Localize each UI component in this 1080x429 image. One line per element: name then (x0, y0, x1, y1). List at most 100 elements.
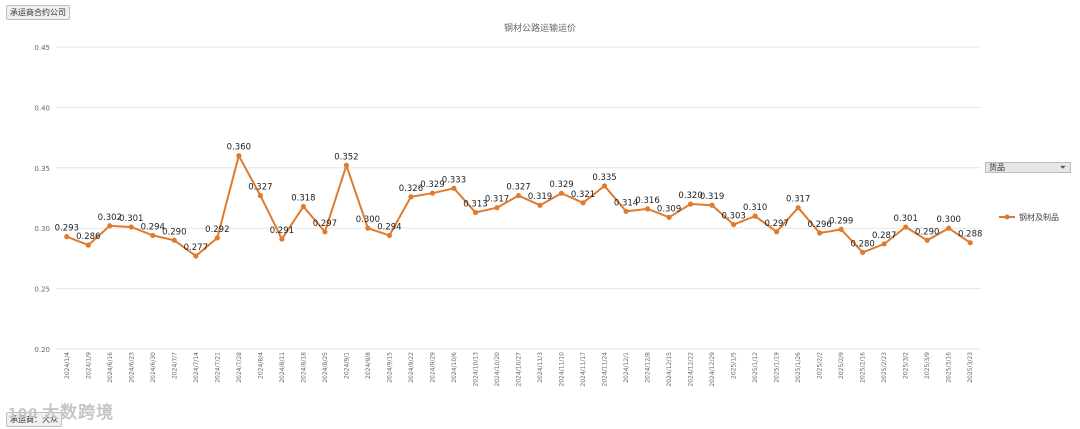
x-tick-label: 2025/3/9 (924, 352, 931, 379)
data-point (408, 194, 414, 200)
data-point (365, 225, 371, 231)
data-label: 0.319 (528, 192, 552, 202)
data-point (731, 221, 737, 228)
data-label: 0.317 (786, 195, 810, 205)
data-point (300, 203, 306, 210)
x-tick-label: 2024/7/28 (236, 352, 243, 383)
data-point (515, 192, 522, 199)
legend-marker (1004, 214, 1010, 220)
data-point (580, 200, 586, 206)
data-label: 0.300 (937, 215, 961, 225)
carrier-selection-button[interactable]: 承运商：大众 (6, 412, 62, 427)
data-point (429, 190, 436, 196)
x-tick-label: 2025/1/5 (731, 352, 738, 379)
gridlines (56, 46, 981, 350)
data-label: 0.329 (549, 180, 573, 190)
x-tick-label: 2024/1/4 (64, 352, 71, 379)
data-point (107, 223, 113, 229)
chart-title: 钢材公路运输运价 (504, 22, 576, 34)
data-point (752, 213, 758, 219)
data-point (817, 230, 823, 236)
data-label: 0.310 (743, 203, 767, 213)
data-point (924, 237, 930, 243)
x-axis-ticks: 2024/1/4 2024/1/9 2024/6/16 2024/6/23 2024/6… (64, 352, 974, 387)
x-tick-label: 2024/12/29 (709, 352, 716, 387)
data-label: 0.309 (657, 204, 681, 214)
x-tick-label: 2024/11/17 (580, 352, 587, 387)
x-tick-label: 2025/2/16 (860, 352, 867, 383)
x-tick-label: 2025/1/12 (752, 352, 759, 383)
data-label: 0.296 (807, 220, 831, 230)
x-tick-label: 2024/8/18 (300, 352, 307, 383)
x-tick-label: 2024/6/16 (107, 352, 114, 383)
watermark: 100 大数跨境 (8, 398, 114, 423)
data-point (967, 240, 973, 246)
data-point (558, 190, 565, 196)
data-label: 0.293 (55, 224, 79, 234)
y-axis-ticks: 0.20 0.25 0.30 0.35 0.40 0.45 (34, 44, 50, 354)
data-label: 0.292 (205, 225, 229, 235)
data-label: 0.327 (248, 183, 272, 193)
x-tick-label: 2024/9/8 (365, 352, 372, 379)
x-tick-label: 2024/11/3 (537, 352, 544, 383)
x-tick-label: 2024/9/15 (386, 352, 393, 383)
data-point (193, 253, 199, 259)
data-label: 0.297 (764, 219, 788, 229)
x-tick-label: 2024/12/15 (666, 352, 673, 387)
product-filter-button[interactable]: 货品 ⏷ (985, 162, 1071, 173)
legend: 钢材及制品 (999, 212, 1059, 222)
data-label: 0.314 (614, 198, 638, 208)
data-label: 0.294 (377, 222, 401, 232)
x-tick-label: 2024/10/20 (494, 352, 501, 387)
x-tick-label: 2024/7/14 (193, 352, 200, 383)
data-label: 0.313 (463, 199, 487, 209)
data-point (214, 235, 220, 241)
data-label: 0.316 (635, 196, 659, 206)
data-label: 0.321 (571, 190, 595, 200)
watermark-logo: 100 (8, 407, 39, 422)
data-label: 0.333 (442, 175, 466, 185)
data-label: 0.297 (313, 219, 337, 229)
data-label: 0.301 (119, 214, 143, 224)
data-point (85, 242, 91, 248)
data-label: 0.360 (227, 143, 251, 153)
x-tick-label: 2024/8/25 (322, 352, 329, 383)
carrier-filter-button[interactable]: 承运商合约公司 (6, 5, 70, 20)
x-tick-label: 2025/3/2 (903, 352, 910, 379)
x-tick-label: 2025/2/2 (817, 352, 824, 379)
x-tick-label: 2024/9/1 (343, 352, 350, 379)
data-label: 0.326 (399, 184, 423, 194)
data-point (236, 153, 242, 159)
x-tick-label: 2024/12/8 (645, 352, 652, 383)
data-point (279, 236, 285, 242)
x-tick-label: 2024/11/24 (602, 352, 609, 387)
x-tick-label: 2024/1/9 (85, 352, 92, 379)
data-point (386, 232, 393, 239)
data-point (601, 183, 608, 189)
x-tick-label: 2025/1/19 (774, 352, 781, 383)
data-point (537, 202, 543, 208)
data-label: 0.290 (162, 227, 186, 237)
data-label: 0.287 (872, 231, 896, 241)
data-point (644, 206, 651, 212)
x-tick-label: 2025/1/26 (795, 352, 802, 383)
data-point (494, 205, 500, 211)
data-label: 0.277 (184, 243, 208, 253)
data-point (472, 209, 479, 216)
data-label: 0.291 (270, 226, 294, 236)
x-tick-label: 2025/3/16 (946, 352, 953, 383)
y-tick-label: 0.20 (34, 346, 50, 354)
x-tick-label: 2024/10/6 (451, 352, 458, 383)
data-labels: 0.2930.2860.3020.3010.2940.2900.2770.292… (55, 143, 983, 253)
data-points (64, 153, 973, 259)
data-point (709, 202, 715, 208)
data-point (903, 224, 909, 230)
x-tick-label: 2024/6/23 (128, 352, 135, 383)
x-tick-label: 2024/10/27 (516, 352, 523, 387)
data-label: 0.327 (506, 183, 530, 193)
data-point (451, 185, 457, 191)
data-label: 0.329 (420, 180, 444, 190)
data-label: 0.317 (485, 195, 509, 205)
data-point (171, 237, 177, 243)
